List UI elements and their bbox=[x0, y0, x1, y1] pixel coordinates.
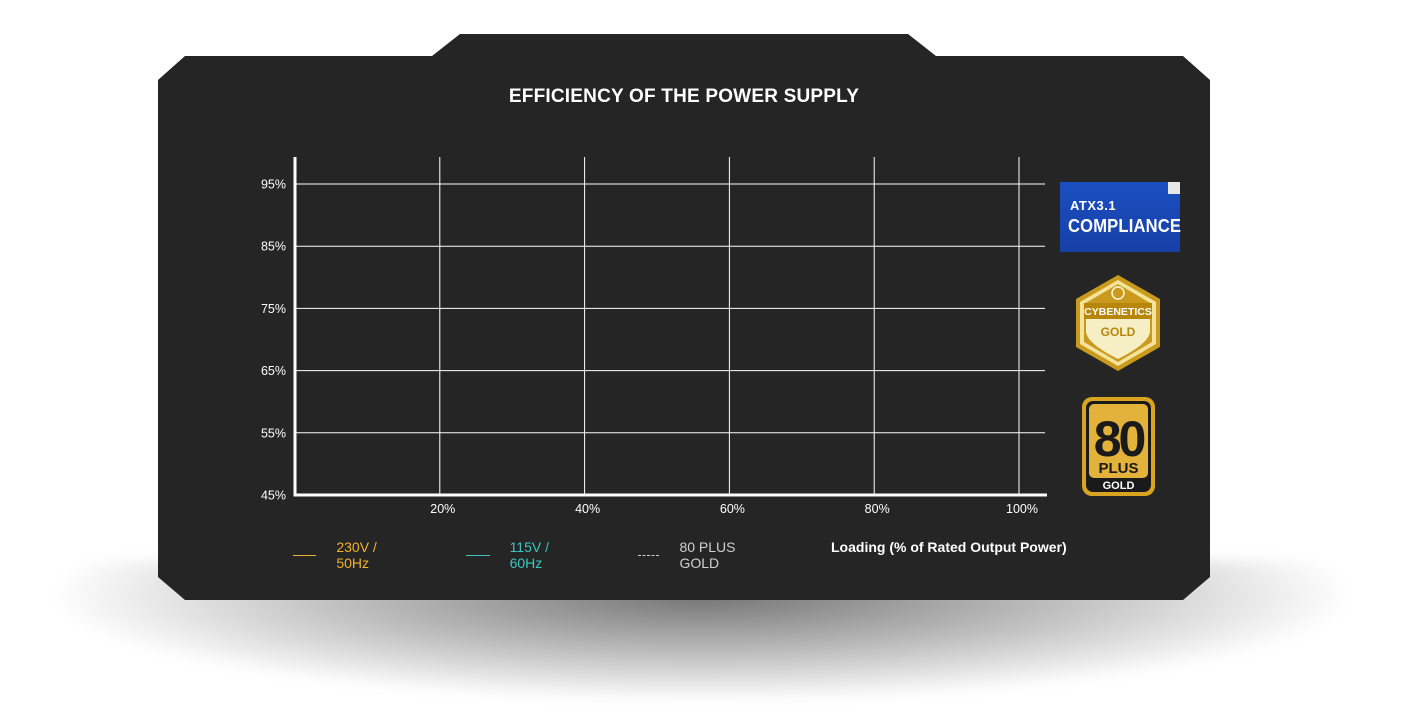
legend-item-230v: 230V / 50Hz bbox=[293, 539, 384, 571]
chart-grid bbox=[295, 157, 1045, 495]
legend-label-80plus: 80 PLUS GOLD bbox=[679, 539, 736, 571]
80plus-gold-icon: 80 PLUS GOLD bbox=[1082, 397, 1155, 496]
atx-badge-line1: ATX3.1 bbox=[1070, 198, 1117, 213]
atx-compliance-icon: ATX3.1 COMPLIANCE bbox=[1060, 182, 1182, 252]
cybenetics-line1: CYBENETICS bbox=[1084, 306, 1152, 318]
x-tick-label-2: 60% bbox=[720, 502, 745, 516]
y-tick-label-1: 85% bbox=[261, 240, 286, 254]
y-tick-label-5: 45% bbox=[261, 489, 286, 503]
atx-badge-line2: COMPLIANCE bbox=[1068, 216, 1182, 236]
legend-swatch-230v bbox=[293, 554, 317, 556]
x-tick-label-0: 20% bbox=[430, 502, 455, 516]
y-axis-ticks: 95% 85% 75% 65% 55% 45% bbox=[261, 178, 286, 503]
legend-swatch-115v bbox=[466, 554, 490, 556]
x-tick-label-4: 100% bbox=[1006, 502, 1038, 516]
legend-item-80plus: 80 PLUS GOLD bbox=[638, 539, 736, 571]
chart-axes bbox=[293, 157, 1047, 497]
legend-label-230v: 230V / 50Hz bbox=[336, 539, 377, 571]
legend-label-115v: 115V / 60Hz bbox=[509, 539, 549, 571]
80plus-line3: GOLD bbox=[1103, 480, 1135, 492]
cybenetics-gold-icon: CYBENETICS GOLD bbox=[1076, 275, 1160, 371]
x-axis-label: Loading (% of Rated Output Power) bbox=[831, 539, 1067, 555]
chart-title: EFFICIENCY OF THE POWER SUPPLY bbox=[508, 86, 860, 107]
y-tick-label-2: 75% bbox=[261, 302, 286, 316]
y-tick-label-3: 65% bbox=[261, 364, 286, 378]
x-tick-label-1: 40% bbox=[575, 502, 600, 516]
y-tick-label-4: 55% bbox=[261, 426, 286, 440]
80plus-line2: PLUS bbox=[1098, 460, 1138, 477]
x-tick-label-3: 80% bbox=[865, 502, 890, 516]
x-axis-ticks: 20% 40% 60% 80% 100% bbox=[430, 502, 1038, 516]
legend-swatch-80plus bbox=[638, 554, 660, 556]
80plus-line1: 80 bbox=[1094, 411, 1145, 467]
legend-item-115v: 115V / 60Hz bbox=[466, 539, 557, 571]
cybenetics-line2: GOLD bbox=[1101, 325, 1136, 339]
y-tick-label-0: 95% bbox=[261, 178, 286, 192]
